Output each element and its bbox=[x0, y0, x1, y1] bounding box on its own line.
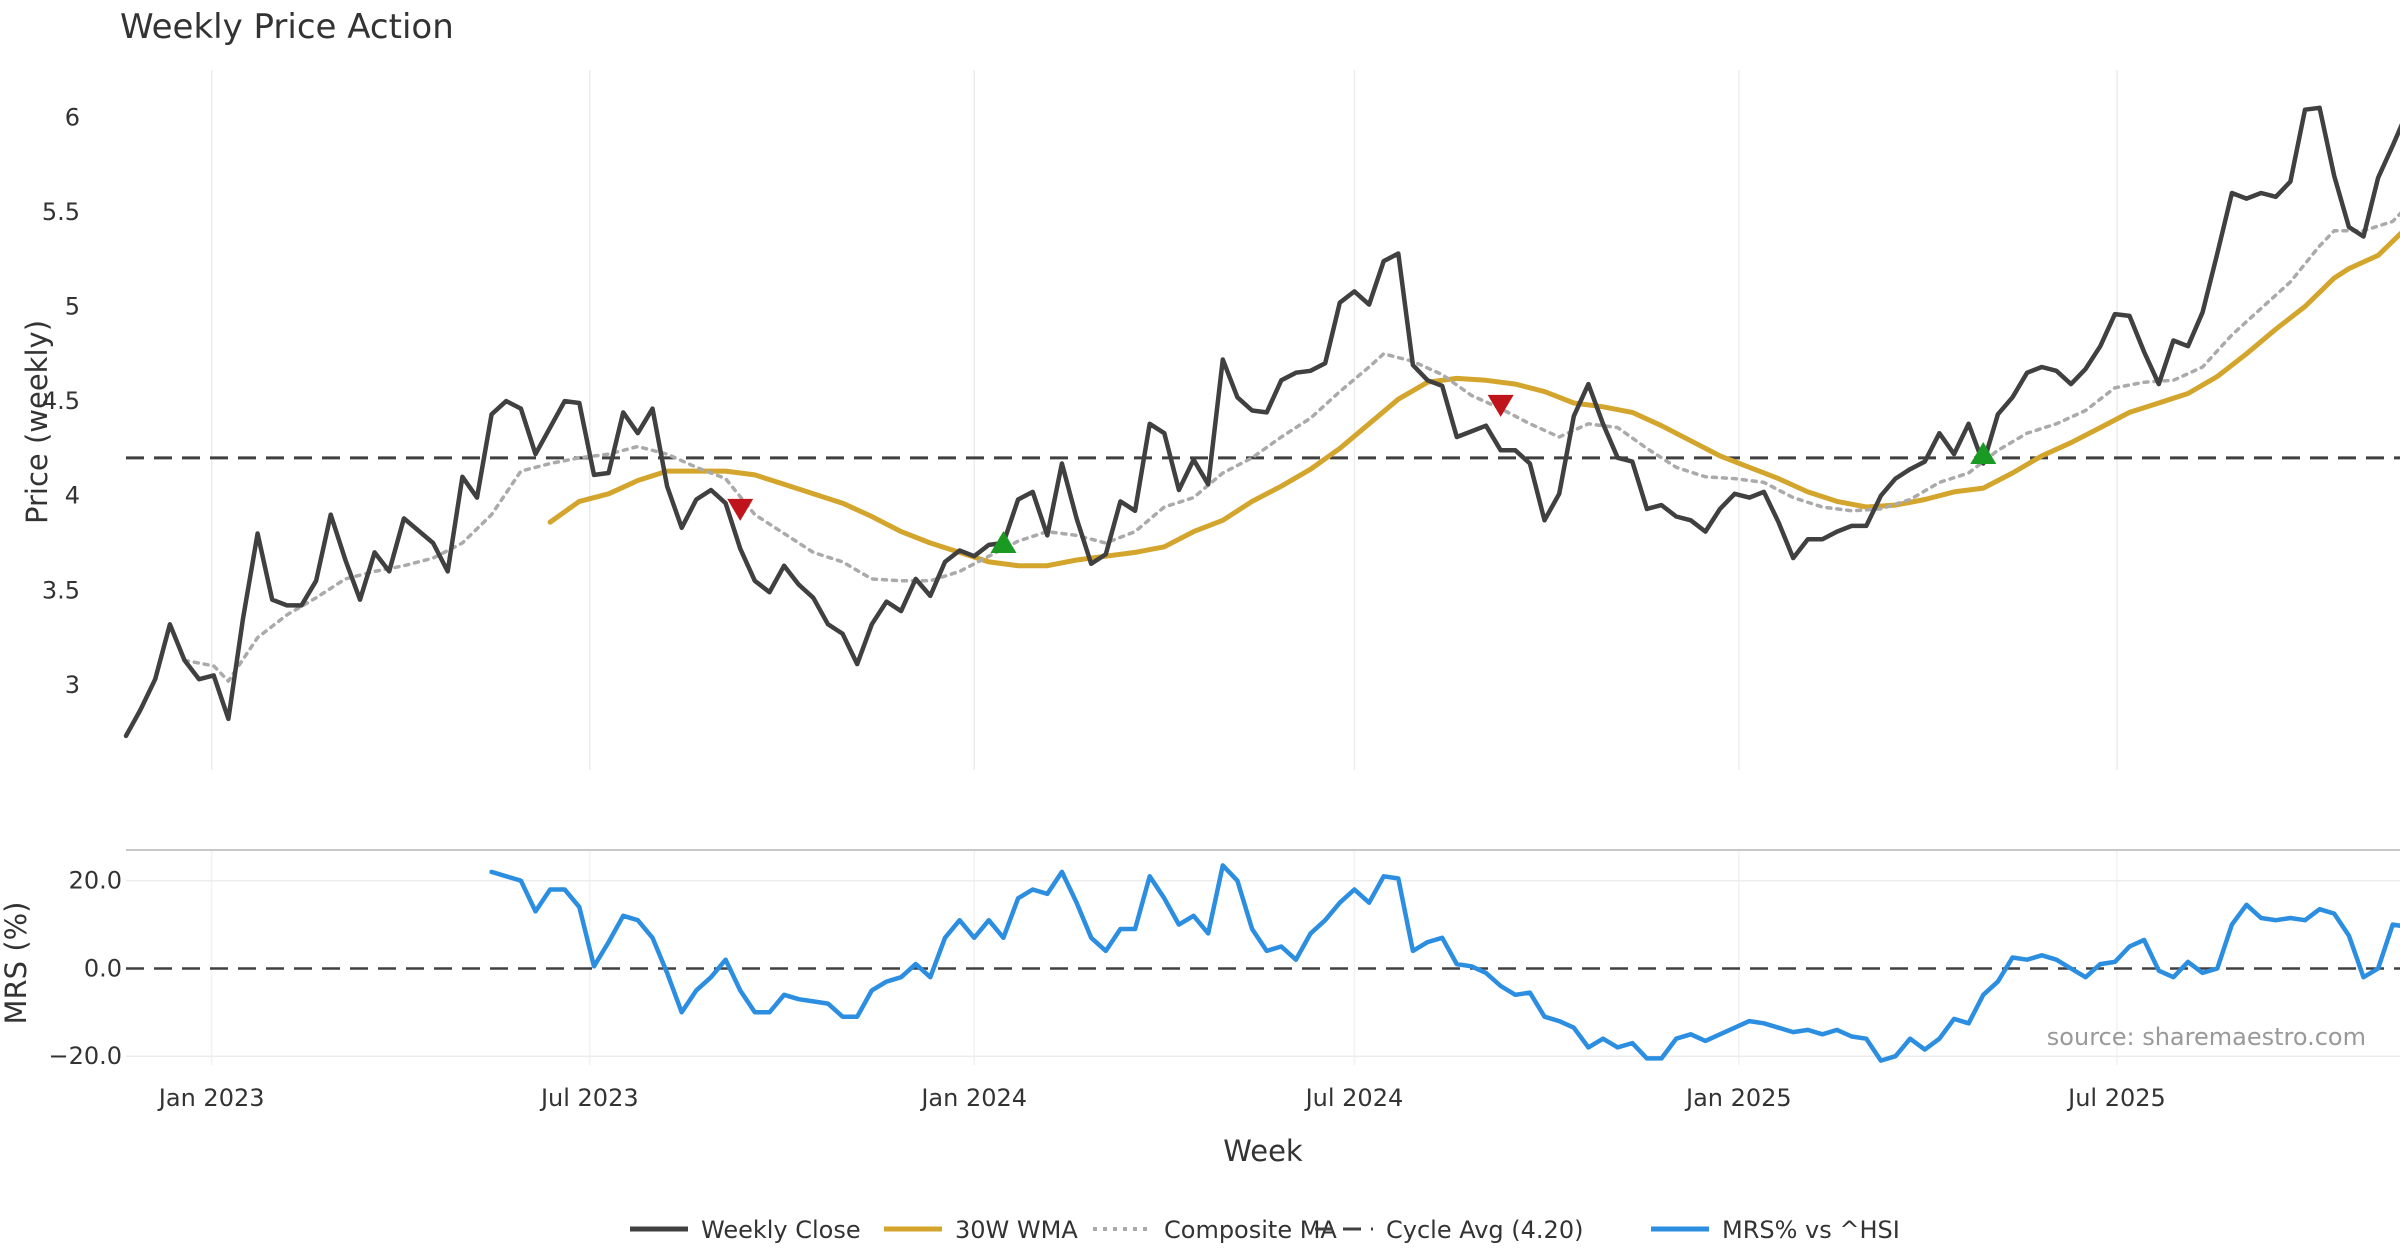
legend-label: 30W WMA bbox=[955, 1216, 1078, 1244]
wma-30w-line bbox=[547, 230, 2400, 569]
mrs-line bbox=[489, 863, 2400, 1063]
chart-title: Weekly Price Action bbox=[120, 7, 454, 47]
x-tick-label: Jul 2023 bbox=[539, 1084, 639, 1112]
source-note: source: sharemaestro.com bbox=[2047, 1023, 2366, 1051]
x-tick-label: Jan 2025 bbox=[1684, 1084, 1792, 1112]
signal-marker-down bbox=[727, 498, 754, 521]
price-gridlines bbox=[210, 70, 2118, 770]
mrs-y-tick-label: 0.0 bbox=[84, 954, 122, 982]
mrs-y-tick-label: 20.0 bbox=[69, 867, 122, 895]
price-y-tick-label: 3 bbox=[65, 671, 80, 699]
mrs-y-ticks: −20.0 0.0 20.0 bbox=[48, 867, 122, 1071]
price-y-tick-label: 4 bbox=[65, 482, 80, 510]
price-y-tick-label: 5.5 bbox=[42, 198, 80, 226]
composite-ma-line bbox=[182, 211, 2400, 683]
legend-label: Cycle Avg (4.20) bbox=[1386, 1216, 1583, 1244]
x-axis-ticks: Jan 2023 Jul 2023 Jan 2024 Jul 2024 Jan 2025… bbox=[157, 1084, 2166, 1112]
series-layer bbox=[123, 105, 2400, 1063]
legend-label: Composite MA bbox=[1164, 1216, 1337, 1244]
legend-label: MRS% vs ^HSI bbox=[1722, 1216, 1900, 1244]
x-tick-label: Jul 2025 bbox=[2066, 1084, 2166, 1112]
price-y-tick-label: 4.5 bbox=[42, 387, 80, 415]
price-y-axis-title: Price (weekly) bbox=[20, 320, 54, 524]
x-tick-label: Jan 2023 bbox=[157, 1084, 265, 1112]
price-y-ticks: 3 3.5 4 4.5 5 5.5 6 bbox=[42, 103, 80, 699]
mrs-y-axis-title: MRS (%) bbox=[0, 902, 33, 1025]
x-tick-label: Jan 2024 bbox=[919, 1084, 1027, 1112]
x-tick-label: Jul 2024 bbox=[1304, 1084, 1404, 1112]
price-y-tick-label: 6 bbox=[65, 103, 80, 131]
price-y-tick-label: 5 bbox=[65, 292, 80, 320]
mrs-y-tick-label: −20.0 bbox=[48, 1042, 122, 1070]
x-axis-title: Week bbox=[1223, 1134, 1303, 1168]
mrs-gridlines bbox=[126, 849, 2400, 1065]
signal-marker-down bbox=[1487, 394, 1514, 417]
signal-marker-up bbox=[990, 530, 1017, 553]
weekly-close-line bbox=[123, 105, 2400, 739]
legend-label: Weekly Close bbox=[701, 1216, 861, 1244]
price-y-tick-label: 3.5 bbox=[42, 576, 80, 604]
signal-marker-up bbox=[1970, 442, 1997, 465]
legend: Weekly Close 30W WMA Composite MA Cycle Avg… bbox=[630, 1216, 1900, 1244]
